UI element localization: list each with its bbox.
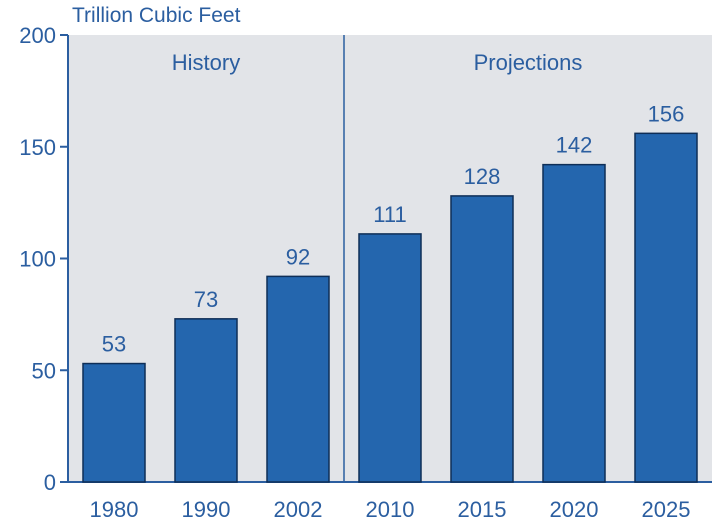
data-label: 53 — [102, 332, 126, 357]
bar — [542, 163, 606, 483]
y-tick-label: 200 — [19, 23, 56, 48]
y-tick-label: 100 — [19, 247, 56, 272]
bar — [82, 362, 146, 483]
unit-label: Trillion Cubic Feet — [72, 4, 241, 27]
x-tick-label: 2010 — [366, 497, 415, 522]
y-tick-label: 50 — [32, 358, 56, 383]
data-label: 128 — [464, 164, 501, 189]
bar — [358, 233, 422, 483]
data-label: 111 — [373, 202, 406, 227]
data-label: 142 — [556, 133, 593, 158]
data-label: 156 — [648, 101, 685, 126]
section-label-history: History — [172, 50, 240, 75]
x-tick-label: 1980 — [90, 497, 139, 522]
bar — [450, 195, 514, 483]
bar — [634, 132, 698, 483]
x-tick-label: 2020 — [550, 497, 599, 522]
x-tick-label: 2025 — [642, 497, 691, 522]
y-axis: 0 50 100 150 200 — [19, 23, 69, 495]
x-tick-label: 2015 — [458, 497, 507, 522]
data-label: 73 — [194, 287, 218, 312]
x-tick-label: 1990 — [182, 497, 231, 522]
x-tick-label: 2002 — [274, 497, 323, 522]
bar — [266, 275, 330, 483]
data-label: 92 — [286, 244, 310, 269]
bars: 53 73 92 111 128 142 156 — [82, 101, 698, 483]
y-tick-label: 150 — [19, 135, 56, 160]
section-label-projections: Projections — [474, 50, 583, 75]
bar — [174, 318, 238, 483]
y-tick-label: 0 — [44, 470, 56, 495]
x-axis: 1980 1990 2002 2010 2015 2020 2025 — [68, 481, 712, 522]
